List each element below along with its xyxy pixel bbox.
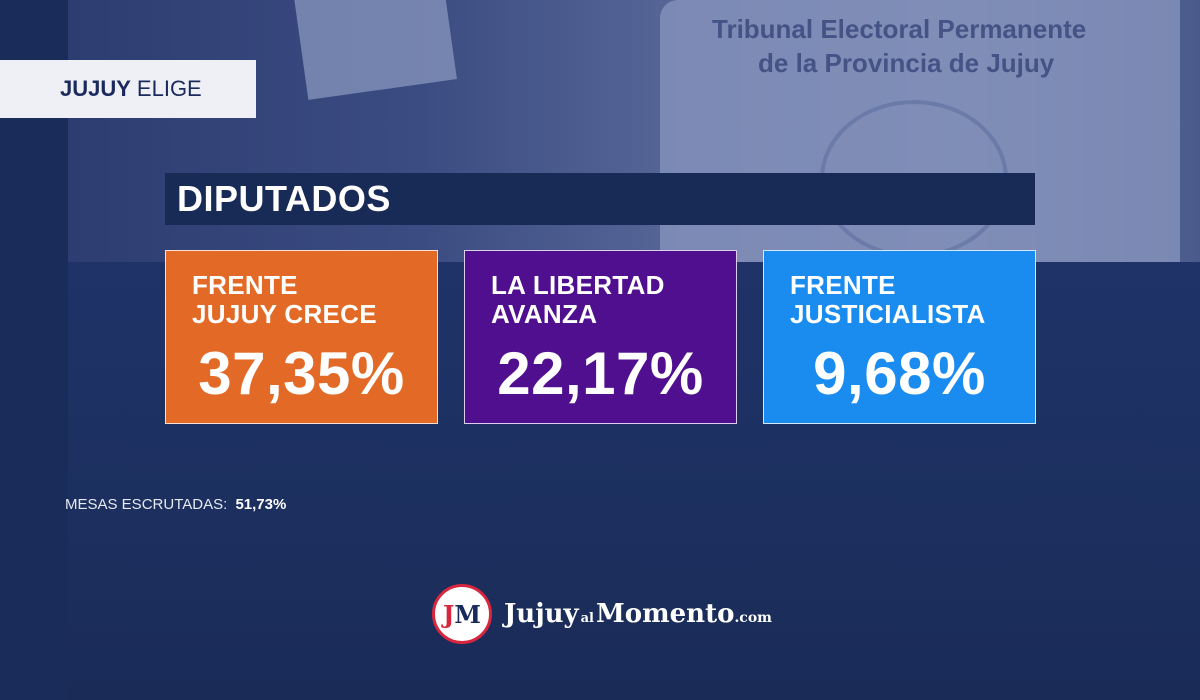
party-percent: 37,35% bbox=[198, 340, 405, 407]
result-card-la-libertad-avanza: LA LIBERTAD AVANZA 22,17% bbox=[464, 250, 737, 424]
mesas-escrutadas: MESAS ESCRUTADAS: 51,73% bbox=[65, 496, 286, 513]
mesas-value: 51,73% bbox=[235, 496, 287, 513]
section-title: DIPUTADOS bbox=[165, 173, 1035, 225]
brand-tag-bold: JUJUY bbox=[60, 76, 131, 101]
party-name: FRENTE JUJUY CRECE bbox=[192, 270, 377, 329]
party-percent: 22,17% bbox=[497, 340, 704, 407]
logo-wordmark: Jujuy al Momento .com bbox=[504, 599, 772, 629]
party-percent: 9,68% bbox=[813, 340, 986, 407]
party-name: LA LIBERTAD AVANZA bbox=[491, 270, 665, 329]
background-paper bbox=[293, 0, 457, 100]
party-name: FRENTE JUSTICIALISTA bbox=[790, 270, 986, 329]
brand-tag-rest: ELIGE bbox=[136, 76, 202, 101]
brand-tag: JUJUY ELIGE bbox=[0, 60, 256, 118]
mesas-label: MESAS ESCRUTADAS: bbox=[65, 496, 228, 513]
background-box-text: Tribunal Electoral Permanente de la Prov… bbox=[712, 14, 1087, 78]
result-card-frente-jujuy-crece: FRENTE JUJUY CRECE 37,35% bbox=[165, 250, 438, 424]
result-card-frente-justicialista: FRENTE JUSTICIALISTA 9,68% bbox=[763, 250, 1036, 424]
